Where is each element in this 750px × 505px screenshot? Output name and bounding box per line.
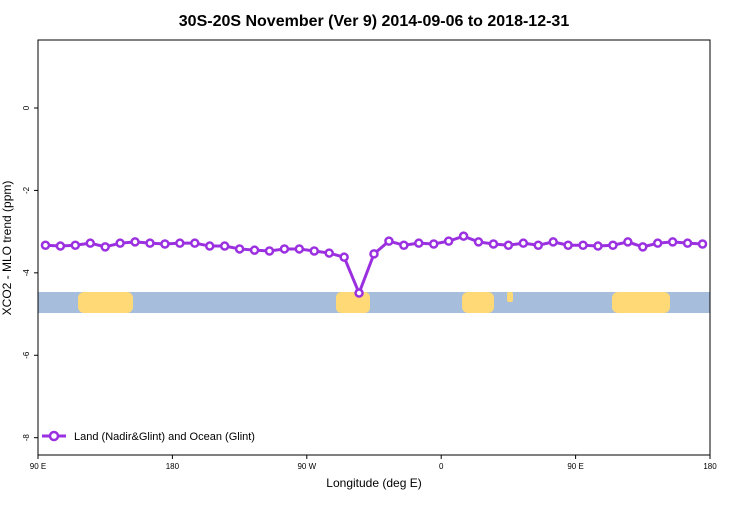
data-point (145, 238, 155, 248)
data-point (369, 249, 379, 259)
land-patch (78, 292, 133, 313)
data-point (563, 240, 573, 250)
data-point (294, 244, 305, 254)
data-point (249, 245, 260, 255)
data-point (518, 238, 529, 248)
data-point (130, 237, 140, 247)
data-point (503, 240, 514, 250)
y-tick-label: -4 (22, 269, 31, 277)
y-tick-label: -2 (22, 186, 31, 194)
data-point (399, 240, 409, 250)
ocean-band (38, 292, 710, 313)
x-tick-label: 180 (166, 462, 180, 471)
x-tick-label: 90 E (30, 462, 46, 471)
data-point (219, 241, 230, 251)
data-point (473, 237, 484, 247)
land-patch (462, 292, 494, 313)
data-point (100, 242, 110, 252)
x-tick-label: 0 (439, 462, 444, 471)
plot-frame (37, 39, 711, 456)
data-point (682, 238, 693, 248)
data-point (309, 246, 320, 256)
data-point (458, 231, 469, 241)
data-point (40, 240, 51, 250)
x-axis-label: Longitude (deg E) (326, 476, 421, 490)
data-point (428, 239, 439, 249)
data-point (608, 240, 618, 250)
land-patch (507, 292, 513, 302)
y-tick-label: -6 (22, 351, 31, 359)
data-point (533, 240, 544, 250)
data-point (354, 288, 364, 298)
legend-label: Land (Nadir&Glint) and Ocean (Glint) (74, 431, 255, 443)
data-point (578, 240, 588, 250)
data-point (234, 244, 245, 254)
data-point (548, 237, 558, 247)
legend-marker (48, 430, 60, 442)
series-line (45, 234, 703, 298)
data-point (160, 239, 170, 249)
data-point (115, 238, 125, 248)
x-tick-label: 90 W (297, 462, 316, 471)
data-point (414, 238, 424, 248)
data-point (339, 252, 349, 262)
x-tick-label: 180 (703, 462, 717, 471)
data-point (279, 244, 290, 254)
legend: Land (Nadir&Glint) and Ocean (Glint) (42, 430, 255, 443)
x-tick-label: 90 E (567, 462, 583, 471)
data-point (175, 238, 185, 248)
y-axis-label: XCO2 - MLO trend (ppm) (0, 181, 14, 316)
data-point (667, 237, 678, 247)
data-point (264, 246, 275, 256)
data-point (488, 239, 499, 249)
data-point (85, 238, 96, 248)
data-point (652, 238, 663, 248)
data-point (384, 236, 394, 246)
land-patch (612, 292, 670, 313)
data-point (190, 238, 200, 248)
data-point (204, 241, 215, 251)
data-point (638, 242, 648, 252)
data-point (55, 241, 66, 251)
land-patch (336, 292, 370, 313)
data-point (697, 239, 708, 249)
map-band (38, 292, 710, 313)
data-point (623, 237, 633, 247)
chart-title: 30S-20S November (Ver 9) 2014-09-06 to 2… (179, 13, 570, 30)
data-point (593, 241, 603, 251)
y-tick-label: 0 (22, 105, 31, 110)
y-tick-label: -8 (22, 434, 31, 442)
data-point (443, 236, 454, 246)
data-point (70, 240, 81, 250)
data-point (324, 248, 334, 258)
